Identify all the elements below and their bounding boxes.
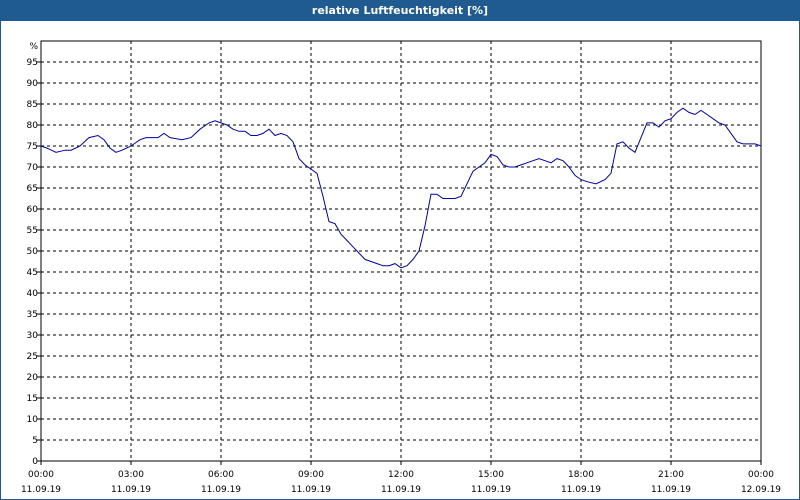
x-tick-date-label: 11.09.19 bbox=[651, 485, 691, 495]
grid bbox=[41, 41, 761, 461]
x-tick-time-label: 09:00 bbox=[298, 470, 324, 480]
x-tick-time-label: 18:00 bbox=[568, 470, 594, 480]
y-tick-label: 50 bbox=[27, 247, 39, 257]
series-line bbox=[40, 107, 762, 269]
y-tick-label: 80 bbox=[27, 121, 39, 131]
x-tick-time-label: 06:00 bbox=[208, 470, 234, 480]
y-axis-label: % bbox=[29, 42, 38, 52]
x-tick-time-label: 00:00 bbox=[748, 470, 774, 480]
x-tick-date-label: 11.09.19 bbox=[21, 485, 61, 495]
chart-title: relative Luftfeuchtigkeit [%] bbox=[1, 1, 799, 21]
y-tick-label: 0 bbox=[32, 457, 38, 467]
y-tick-label: 10 bbox=[27, 415, 39, 425]
y-tick-label: 70 bbox=[27, 163, 39, 173]
y-tick-label: 90 bbox=[27, 79, 39, 89]
y-axis: 0 5 10 15 20 25 30 35 40 45 50 55 60 65 70 75 80 85 90 95 bbox=[27, 58, 41, 467]
y-tick-label: 30 bbox=[27, 331, 39, 341]
y-tick-label: 55 bbox=[27, 226, 38, 236]
x-axis: 00:00 11.09.19 03:00 11.09.19 06:00 11.09.19 0… bbox=[21, 461, 781, 495]
y-tick-label: 85 bbox=[27, 100, 38, 110]
y-tick-label: 25 bbox=[27, 352, 38, 362]
x-tick-time-label: 12:00 bbox=[388, 470, 414, 480]
y-tick-label: 40 bbox=[27, 289, 39, 299]
x-tick-date-label: 11.09.19 bbox=[111, 485, 151, 495]
x-tick-date-label: 11.09.19 bbox=[381, 485, 421, 495]
y-tick-label: 15 bbox=[27, 394, 38, 404]
y-tick-label: 20 bbox=[27, 373, 39, 383]
y-tick-label: 65 bbox=[27, 184, 38, 194]
x-tick-date-label: 11.09.19 bbox=[561, 485, 601, 495]
x-tick-date-label: 11.09.19 bbox=[291, 485, 331, 495]
x-tick-date-label: 11.09.19 bbox=[471, 485, 511, 495]
y-tick-label: 60 bbox=[27, 205, 39, 215]
y-tick-label: 5 bbox=[32, 436, 38, 446]
y-tick-label: 45 bbox=[27, 268, 38, 278]
y-tick-label: 35 bbox=[27, 310, 38, 320]
x-tick-date-label: 11.09.19 bbox=[201, 485, 241, 495]
x-tick-time-label: 00:00 bbox=[28, 470, 54, 480]
y-tick-label: 95 bbox=[27, 58, 38, 68]
x-tick-time-label: 03:00 bbox=[118, 470, 144, 480]
y-tick-label: 75 bbox=[27, 142, 38, 152]
x-tick-time-label: 21:00 bbox=[658, 470, 684, 480]
x-tick-date-label: 12.09.19 bbox=[741, 485, 781, 495]
x-tick-time-label: 15:00 bbox=[478, 470, 504, 480]
